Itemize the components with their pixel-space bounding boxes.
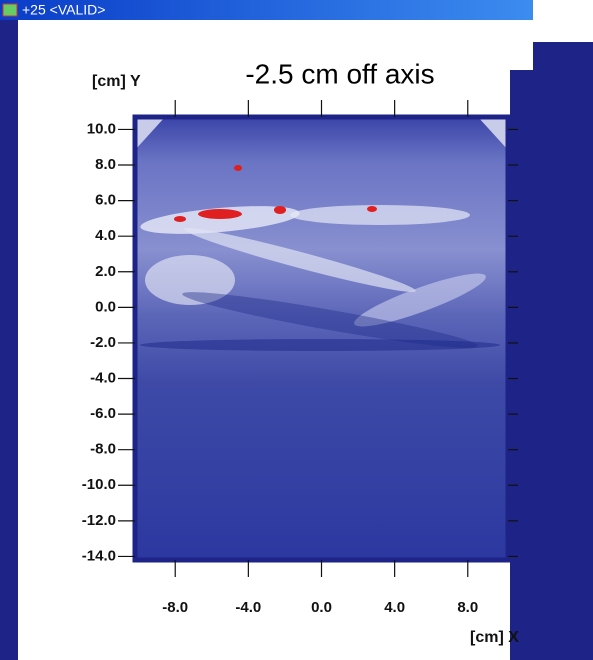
y-tick-label: -2.0: [90, 334, 116, 351]
y-tick-label: -6.0: [90, 405, 116, 422]
y-tick-label: -8.0: [90, 441, 116, 458]
x-tick-label: 0.0: [311, 599, 332, 616]
y-tick-label: 2.0: [95, 263, 116, 280]
hot-spot: [198, 209, 242, 219]
y-tick-label: -14.0: [82, 547, 116, 564]
y-tick-label: -12.0: [82, 512, 116, 529]
hot-spot: [367, 206, 377, 212]
hot-spot: [274, 206, 286, 214]
y-tick-label: 0.0: [95, 298, 116, 315]
screen: +25 <VALID> -2.5 cm off axis [cm] Y [cm]…: [0, 0, 593, 660]
y-tick-label: 6.0: [95, 192, 116, 209]
streak: [290, 205, 470, 225]
window-title: +25 <VALID>: [22, 2, 105, 18]
y-tick-label: -10.0: [82, 476, 116, 493]
chart-title: -2.5 cm off axis: [245, 58, 434, 89]
window-icon: [3, 4, 17, 16]
hot-spot: [234, 165, 242, 171]
x-tick-label: -8.0: [162, 599, 188, 616]
slide-background: [533, 0, 593, 42]
y-tick-label: 8.0: [95, 156, 116, 173]
page: {"window": {"title": "+25 <VALID>"}, "ch…: [0, 0, 593, 660]
y-axis-label: [cm] Y: [92, 73, 141, 90]
y-tick-label: 10.0: [87, 120, 116, 137]
y-tick-label: -4.0: [90, 369, 116, 386]
x-tick-label: -4.0: [235, 599, 261, 616]
x-tick-label: 8.0: [457, 599, 478, 616]
x-axis-label: [cm] X: [470, 629, 519, 646]
y-tick-label: 4.0: [95, 227, 116, 244]
x-tick-label: 4.0: [384, 599, 405, 616]
heatmap: [135, 117, 508, 560]
hot-spot: [174, 216, 186, 222]
